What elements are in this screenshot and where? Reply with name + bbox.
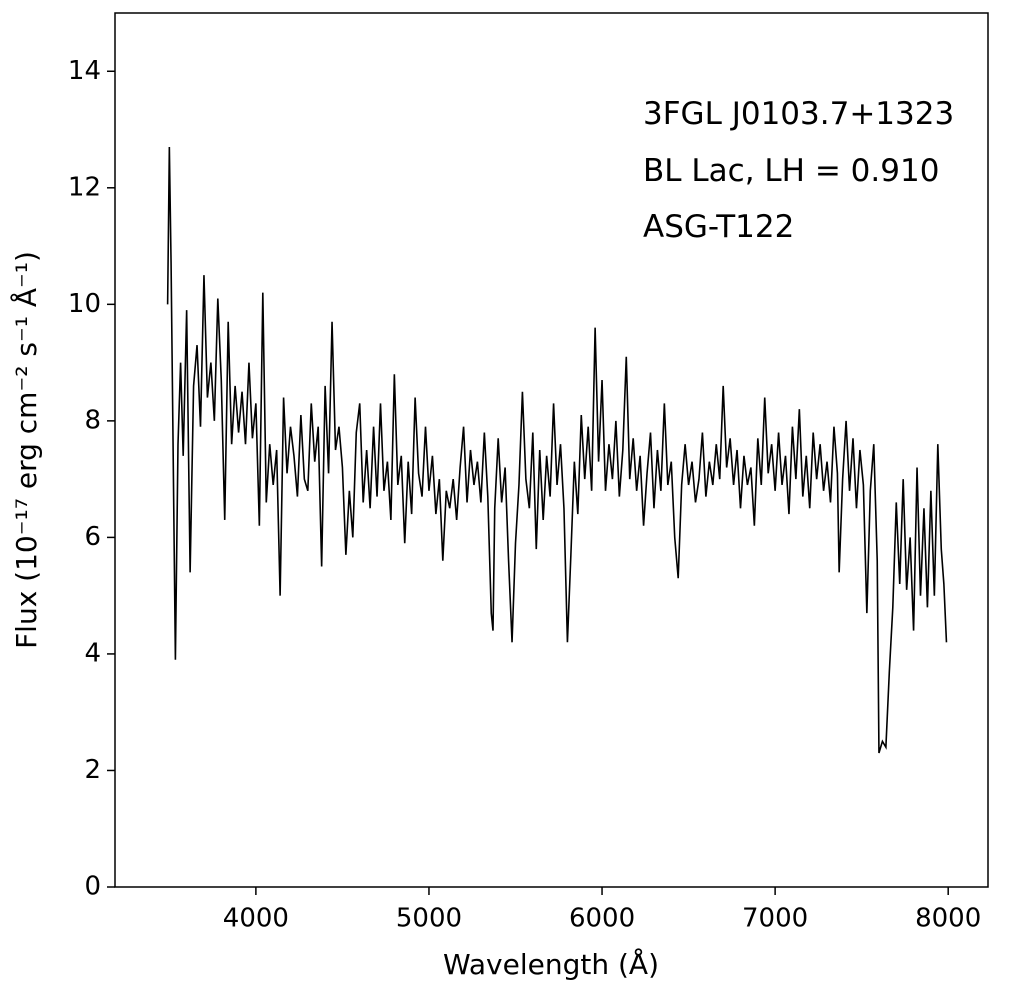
y-tick-label: 12 — [68, 172, 101, 202]
y-tick-label: 6 — [84, 522, 101, 552]
y-tick-label: 0 — [84, 872, 101, 902]
y-tick-label: 4 — [84, 638, 101, 668]
y-axis-label: Flux (10⁻¹⁷ erg cm⁻² s⁻¹ Å⁻¹) — [9, 251, 43, 649]
y-tick-label: 10 — [68, 289, 101, 319]
y-tick-label: 2 — [84, 755, 101, 785]
annotation: 3FGL J0103.7+1323 — [643, 96, 954, 132]
y-tick-label: 14 — [68, 56, 101, 86]
x-tick-label: 5000 — [396, 904, 462, 934]
x-tick-label: 4000 — [223, 904, 289, 934]
x-tick-label: 8000 — [915, 904, 981, 934]
plot-frame — [114, 12, 989, 888]
annotation: BL Lac, LH = 0.910 — [643, 153, 939, 189]
x-tick-label: 7000 — [742, 904, 808, 934]
x-tick-label: 6000 — [569, 904, 635, 934]
spectrum-line — [166, 146, 948, 754]
annotation: ASG-T122 — [643, 209, 794, 245]
x-axis-label: Wavelength (Å) — [443, 947, 659, 981]
y-tick-label: 8 — [84, 405, 101, 435]
